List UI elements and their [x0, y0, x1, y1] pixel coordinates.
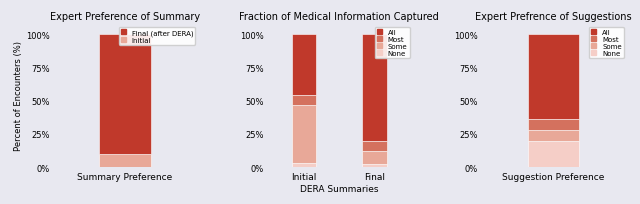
- Bar: [527, 130, 579, 141]
- Bar: [99, 154, 151, 167]
- Legend: Final (after DERA), Initial: Final (after DERA), Initial: [118, 28, 195, 45]
- Title: Expert Prefrence of Suggestions: Expert Prefrence of Suggestions: [475, 12, 632, 22]
- Bar: [362, 151, 387, 165]
- Bar: [292, 105, 316, 163]
- Bar: [362, 35, 387, 141]
- Bar: [527, 141, 579, 167]
- X-axis label: DERA Summaries: DERA Summaries: [300, 184, 378, 193]
- Bar: [362, 165, 387, 167]
- Bar: [292, 35, 316, 96]
- Y-axis label: Percent of Encounters (%): Percent of Encounters (%): [14, 41, 23, 151]
- Bar: [527, 120, 579, 130]
- Bar: [292, 163, 316, 167]
- Title: Expert Preference of Summary: Expert Preference of Summary: [50, 12, 200, 22]
- Bar: [362, 141, 387, 151]
- Bar: [527, 35, 579, 120]
- Legend: All, Most, Some, None: All, Most, Some, None: [589, 28, 624, 59]
- Legend: All, Most, Some, None: All, Most, Some, None: [374, 28, 410, 59]
- Bar: [292, 96, 316, 105]
- Bar: [99, 35, 151, 154]
- Title: Fraction of Medical Information Captured: Fraction of Medical Information Captured: [239, 12, 439, 22]
